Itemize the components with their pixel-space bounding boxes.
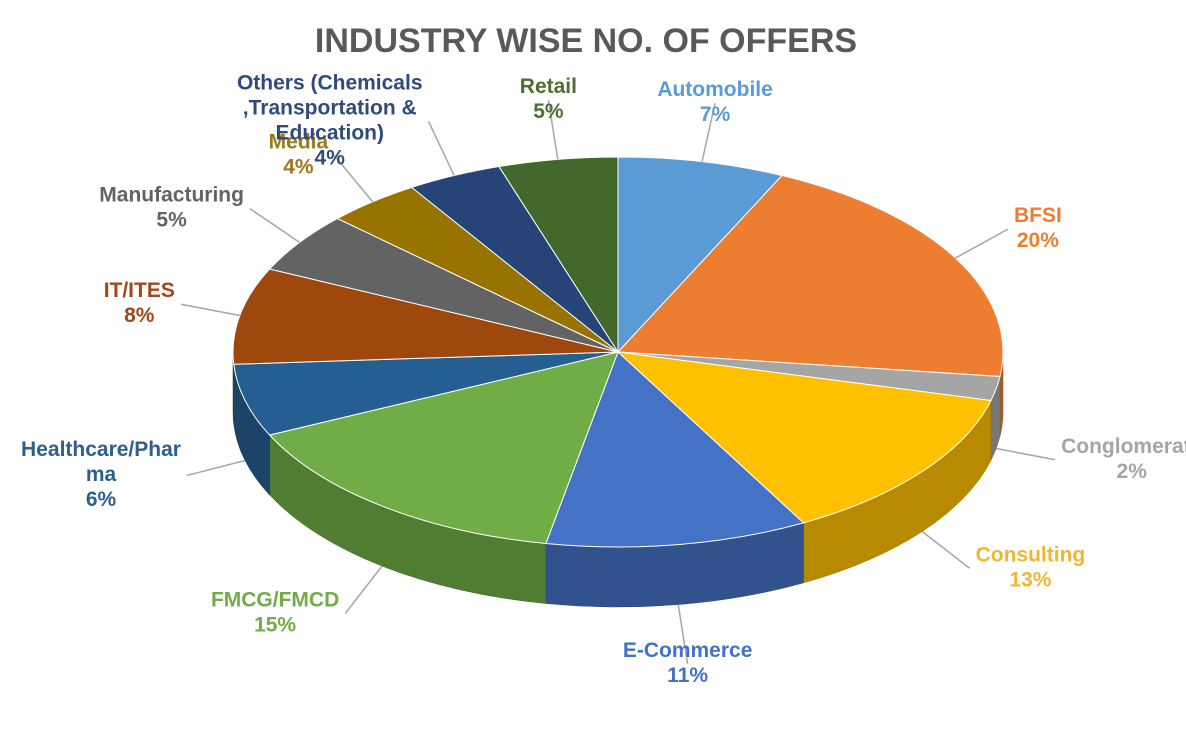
leader-line-4 [677,604,689,664]
leader-line-8 [249,208,300,244]
leader-line-5 [344,565,383,614]
leader-line-9 [333,155,374,203]
slice-label-1: BFSI 20% [1014,204,1062,252]
slice-label-2: Conglomerate2% [1061,435,1186,483]
leader-line-10 [427,120,455,176]
slice-label-3: Consulting 13% [976,543,1086,591]
leader-line-3 [921,530,971,569]
leader-line-1 [955,228,1009,259]
slice-label-0: Automobile 7% [657,78,773,126]
slice-1 [616,175,1004,377]
slice-label-11: Retail 5% [520,75,577,123]
slice-6 [233,351,619,436]
pie-tops [232,156,1004,548]
leader-line-11 [547,100,559,160]
leader-lines [180,100,1056,664]
pie-sides [232,351,1004,608]
slice-4 [545,351,805,548]
slice-label-9: Media 4% [269,131,329,179]
slice-label-4: E-Commerce 11% [623,639,753,687]
slice-label-7: IT/ITES 8% [104,279,175,327]
leader-line-7 [180,303,240,317]
leader-line-0 [701,102,716,162]
slice-label-10: Others (Chemicals ,Transportation & Educat… [237,71,423,169]
leader-line-6 [186,459,246,477]
leader-line-2 [996,447,1056,461]
slice-0 [617,156,783,354]
slice-5 [268,351,619,545]
slice-label-5: FMCG/FMCD 15% [211,588,339,636]
slice-3 [616,351,992,524]
chart-title: INDUSTRY WISE NO. OF OFFERS [315,22,857,60]
slice-label-6: Healthcare/Phar ma 6% [21,438,181,511]
slice-7 [232,268,619,365]
slice-label-8: Manufacturing 5% [99,184,244,232]
